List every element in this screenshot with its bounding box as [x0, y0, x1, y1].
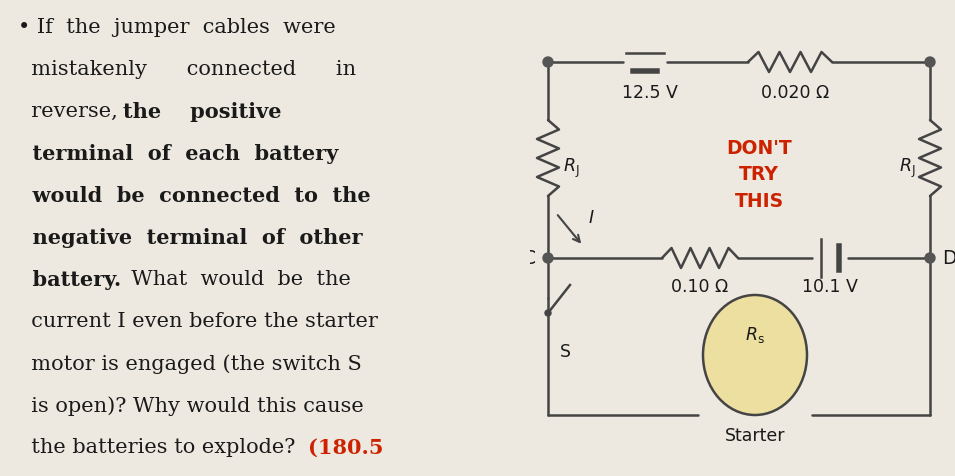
Text: would  be  connected  to  the: would be connected to the	[18, 186, 371, 206]
Bar	[0, 0, 530, 476]
Text: is open)? Why would this cause: is open)? Why would this cause	[18, 396, 364, 416]
Text: negative  terminal  of  other: negative terminal of other	[18, 228, 363, 248]
Circle shape	[543, 253, 553, 263]
Text: 0.10 Ω: 0.10 Ω	[671, 278, 729, 296]
Text: $R_{\rm s}$: $R_{\rm s}$	[745, 325, 765, 345]
Text: 12.5 V: 12.5 V	[622, 84, 678, 102]
Text: $I$: $I$	[588, 209, 595, 227]
Text: mistakenly      connected      in: mistakenly connected in	[18, 60, 356, 79]
Text: 10.1 V: 10.1 V	[802, 278, 858, 296]
Circle shape	[545, 310, 551, 316]
Text: motor is engaged (the switch S: motor is engaged (the switch S	[18, 354, 362, 374]
Text: 0.020 Ω: 0.020 Ω	[761, 84, 829, 102]
Text: $R_{\rm J}$: $R_{\rm J}$	[563, 157, 580, 179]
Circle shape	[543, 57, 553, 67]
Text: reverse,: reverse,	[18, 102, 117, 121]
Text: D: D	[942, 248, 955, 268]
Circle shape	[925, 57, 935, 67]
Text: DON'T
TRY
THIS: DON'T TRY THIS	[726, 139, 792, 211]
Text: C: C	[523, 248, 536, 268]
Text: the batteries to explode?: the batteries to explode?	[18, 438, 302, 457]
Text: $R_{\rm J}$: $R_{\rm J}$	[899, 157, 915, 179]
Text: terminal  of  each  battery: terminal of each battery	[18, 144, 338, 164]
Text: What  would  be  the: What would be the	[118, 270, 350, 289]
Text: Starter: Starter	[725, 427, 785, 445]
Text: battery.: battery.	[18, 270, 121, 290]
Text: current I even before the starter: current I even before the starter	[18, 312, 378, 331]
Text: • If  the  jumper  cables  were: • If the jumper cables were	[18, 18, 336, 37]
Circle shape	[925, 253, 935, 263]
Text: S: S	[560, 343, 571, 361]
Text: (180.5: (180.5	[308, 438, 384, 458]
Ellipse shape	[703, 295, 807, 415]
Text: the    positive: the positive	[123, 102, 282, 122]
